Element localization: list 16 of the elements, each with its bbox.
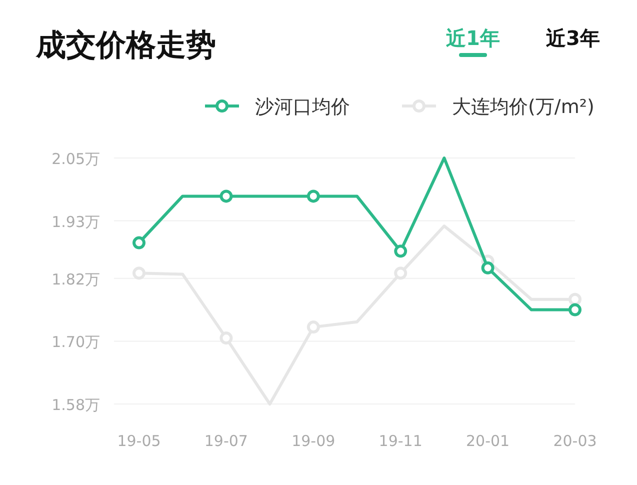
- text: 近3年: [545, 26, 600, 50]
- text: 近1年: [445, 26, 500, 50]
- legend-label: 大连均价(万/m²): [452, 96, 594, 118]
- x-tick-label: 19-09: [292, 432, 336, 450]
- y-tick-label: 1.58万: [52, 396, 100, 414]
- chart-title: 成交价格走势: [35, 28, 216, 63]
- y-tick-label: 1.93万: [52, 212, 100, 231]
- y-tick-label: 2.05万: [52, 150, 100, 168]
- legend-label: 沙河口均价: [255, 96, 350, 118]
- x-tick-label: 20-03: [553, 432, 597, 450]
- x-tick-label: 19-11: [378, 432, 422, 450]
- x-tick-label: 20-01: [466, 432, 510, 450]
- y-tick-label: 1.82万: [52, 270, 100, 288]
- y-tick-label: 1.70万: [52, 333, 100, 352]
- x-tick-label: 19-07: [204, 432, 248, 450]
- x-tick-label: 19-05: [117, 432, 161, 450]
